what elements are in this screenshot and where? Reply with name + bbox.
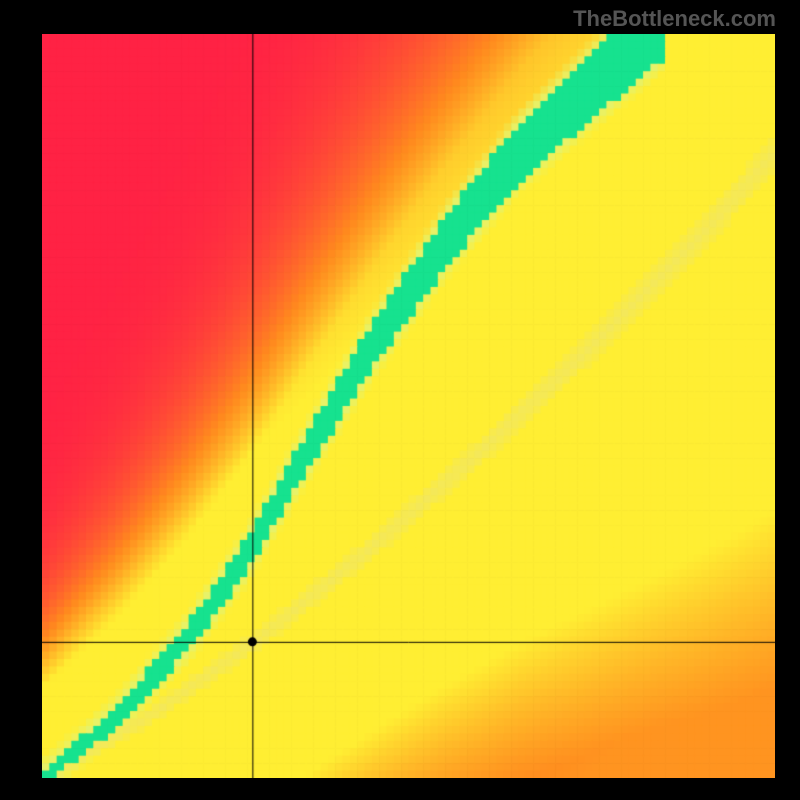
chart-container: TheBottleneck.com [0, 0, 800, 800]
heatmap-canvas [42, 34, 775, 778]
watermark-text: TheBottleneck.com [573, 6, 776, 32]
